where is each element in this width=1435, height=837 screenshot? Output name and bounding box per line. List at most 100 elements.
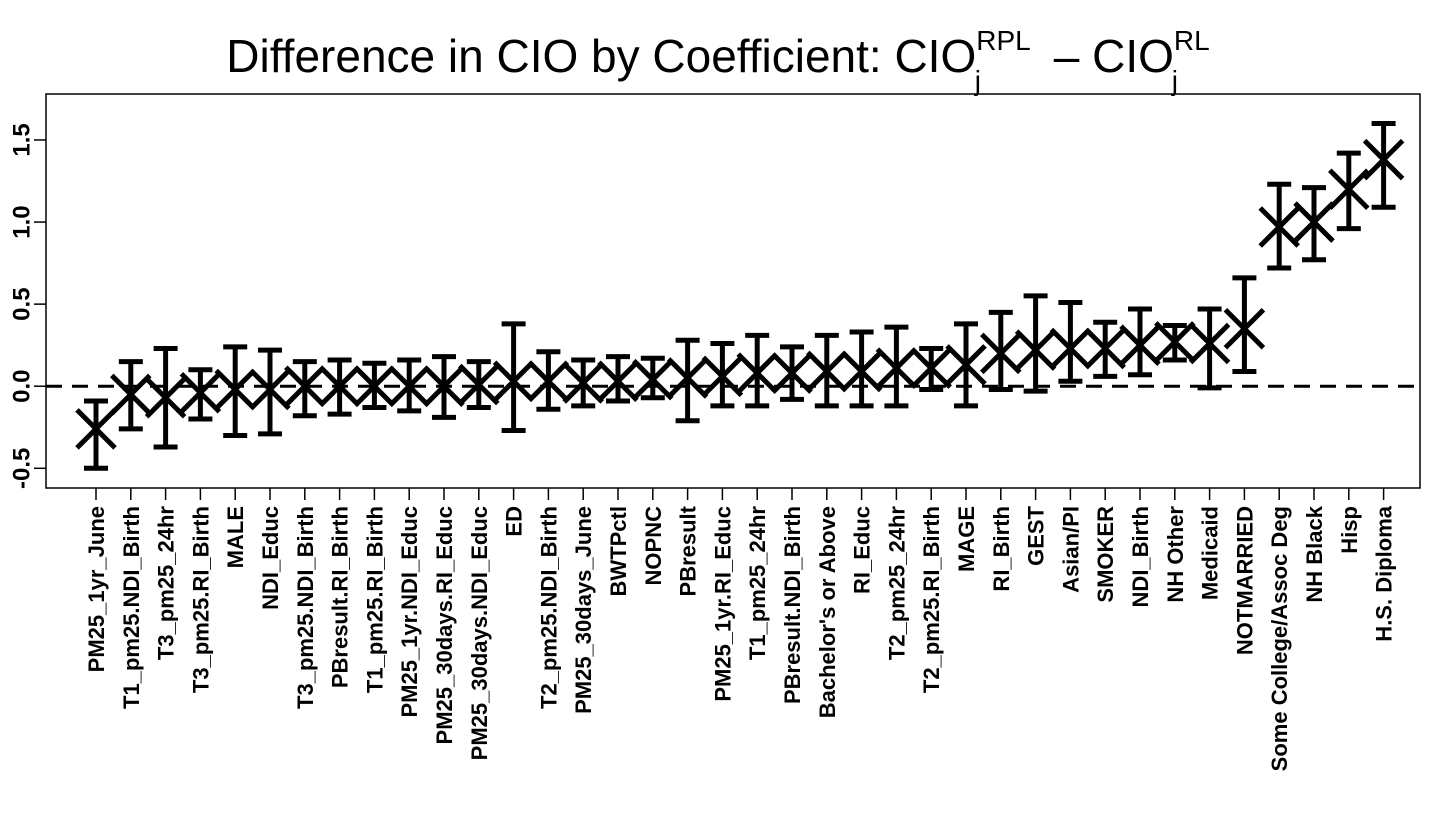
x-tick-label: T2_pm25.RI_Birth bbox=[919, 506, 944, 693]
error-bars bbox=[84, 121, 1396, 471]
point-marker bbox=[388, 365, 430, 407]
x-tick-label: NOPNC bbox=[641, 506, 666, 586]
error-bar bbox=[1023, 293, 1048, 394]
y-tick-label: 0.0 bbox=[9, 370, 36, 403]
x-tick-label: PM25_1yr.RI_Educ bbox=[710, 506, 735, 702]
error-bar bbox=[1058, 299, 1083, 384]
error-bar bbox=[1371, 121, 1396, 210]
x-tick-label: PBresult.RI_Birth bbox=[328, 506, 353, 688]
point-marker bbox=[214, 368, 256, 411]
point-markers bbox=[75, 138, 1405, 450]
point-marker bbox=[1188, 322, 1231, 365]
point-marker bbox=[875, 347, 918, 389]
x-tick-label: RI_Birth bbox=[989, 506, 1014, 592]
y-axis: -0.5 0.0 0.5 1.0 1.5 bbox=[9, 123, 46, 489]
point-marker bbox=[179, 372, 222, 414]
x-tick-label: PM25_30days.RI_Educ bbox=[432, 506, 457, 744]
x-tick-label: GEST bbox=[1024, 505, 1049, 565]
error-bar bbox=[1197, 306, 1222, 391]
title-sub-2: j bbox=[1171, 65, 1178, 96]
x-tick-label: NH Other bbox=[1163, 506, 1188, 603]
x-tick-label: H.S. Diploma bbox=[1372, 505, 1397, 641]
point-marker bbox=[771, 352, 813, 394]
point-marker bbox=[527, 360, 570, 403]
error-bar bbox=[1232, 275, 1257, 374]
point-marker bbox=[423, 365, 465, 407]
point-marker bbox=[806, 350, 848, 393]
x-tick-label: NOTMARRIED bbox=[1232, 506, 1257, 655]
x-tick-label: PBresult.NDI_Birth bbox=[780, 506, 805, 704]
x-tick-label: Bachelor's or Above bbox=[815, 506, 840, 718]
x-tick-label: Hisp bbox=[1337, 506, 1362, 554]
x-tick-label: T3_pm25_24hr bbox=[154, 506, 179, 661]
point-marker bbox=[318, 365, 361, 407]
x-tick-label: T2_pm25_24hr bbox=[884, 506, 909, 661]
x-tick-label: RI_Educ bbox=[850, 506, 875, 594]
x-tick-label: T2_pm25.NDI_Birth bbox=[536, 506, 561, 709]
x-tick-label: T3_pm25.NDI_Birth bbox=[293, 506, 318, 709]
chart-title: Difference in CIO by Coefficient: CIORPL… bbox=[226, 25, 1209, 96]
x-tick-label: MALE bbox=[223, 506, 248, 568]
point-marker bbox=[1049, 327, 1092, 370]
point-marker bbox=[1119, 324, 1161, 366]
point-marker bbox=[945, 344, 987, 386]
point-marker bbox=[249, 368, 291, 411]
title-minus: – CIO bbox=[1041, 30, 1174, 82]
point-marker bbox=[110, 373, 152, 416]
y-tick-label: 1.5 bbox=[9, 123, 36, 156]
x-tick-label: MAGE bbox=[954, 506, 979, 572]
x-tick-label: Medicaid bbox=[1198, 506, 1223, 600]
title-sup-2: RL bbox=[1174, 25, 1210, 56]
point-marker bbox=[1154, 321, 1196, 363]
point-marker bbox=[1328, 168, 1370, 210]
x-tick-label: Some College/Assoc Deg bbox=[1267, 506, 1292, 771]
x-tick-label: T1_pm25_24hr bbox=[745, 506, 770, 661]
x-tick-label: T1_pm25.NDI_Birth bbox=[119, 506, 144, 709]
point-marker bbox=[1362, 138, 1405, 181]
point-marker bbox=[1084, 327, 1126, 370]
y-tick-label: 1.0 bbox=[9, 205, 36, 238]
title-main: Difference in CIO by Coefficient: CIO bbox=[226, 30, 976, 82]
x-tick-label: NDI_Educ bbox=[258, 506, 283, 610]
x-tick-label: SMOKER bbox=[1093, 506, 1118, 603]
point-marker bbox=[1258, 206, 1300, 248]
point-marker bbox=[701, 355, 744, 398]
point-marker bbox=[144, 376, 187, 419]
x-tick-label: Asian/PI bbox=[1058, 506, 1083, 593]
error-bar bbox=[84, 398, 108, 471]
point-marker bbox=[492, 360, 535, 403]
title-sub-1: j bbox=[974, 65, 981, 96]
point-marker bbox=[840, 350, 883, 393]
x-tick-label: PM25_1yr.NDI_Educ bbox=[397, 506, 422, 718]
x-tick-label: BWTPctl bbox=[606, 506, 631, 596]
point-marker bbox=[666, 357, 709, 399]
point-marker bbox=[458, 363, 500, 406]
point-marker bbox=[910, 347, 952, 389]
title-sup-1: RPL bbox=[976, 25, 1030, 56]
point-marker bbox=[736, 352, 778, 394]
point-marker bbox=[562, 362, 604, 404]
x-tick-label: NH Black bbox=[1302, 505, 1327, 602]
point-marker bbox=[1014, 329, 1057, 371]
point-marker bbox=[1293, 201, 1335, 243]
x-tick-label: ED bbox=[502, 506, 527, 537]
point-marker bbox=[980, 332, 1022, 375]
point-marker bbox=[75, 408, 117, 450]
x-tick-label: PM25_30days_June bbox=[571, 506, 596, 714]
error-bar bbox=[501, 321, 526, 434]
x-tick-label: PM25_1yr_June bbox=[84, 506, 109, 672]
point-marker bbox=[1223, 307, 1266, 350]
x-tick-label: T3_pm25.RI_Birth bbox=[188, 506, 213, 693]
x-tick-label: NDI_Birth bbox=[1128, 506, 1153, 607]
point-marker bbox=[632, 358, 674, 401]
point-marker bbox=[284, 365, 326, 407]
point-marker bbox=[353, 365, 396, 407]
x-tick-label: PBresult bbox=[676, 505, 701, 596]
plot-frame bbox=[45, 93, 1421, 489]
y-tick-label: -0.5 bbox=[9, 448, 36, 489]
y-tick-label: 0.5 bbox=[9, 287, 36, 320]
point-marker bbox=[597, 360, 639, 403]
x-tick-label: PM25_30days.NDI_Educ bbox=[467, 506, 492, 760]
x-tick-label: T1_pm25.RI_Birth bbox=[362, 506, 387, 693]
